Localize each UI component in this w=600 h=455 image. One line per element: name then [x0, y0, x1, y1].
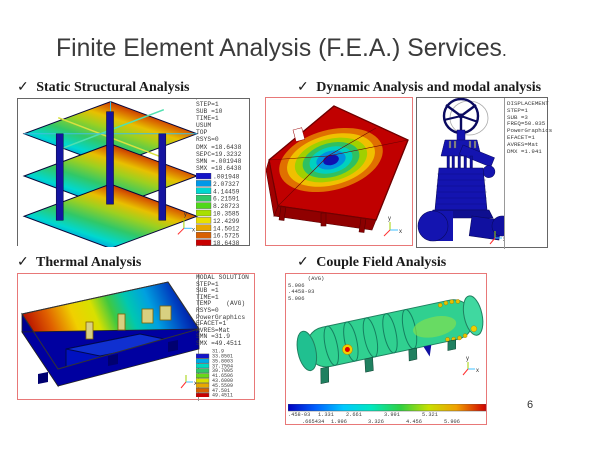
svg-text:y: y	[388, 216, 391, 222]
svg-text:6.21591: 6.21591	[213, 196, 240, 203]
svg-text:.665434: .665434	[302, 419, 324, 424]
svg-text:3.326: 3.326	[368, 419, 384, 424]
svg-text:4.456: 4.456	[406, 419, 422, 424]
svg-text:1.996: 1.996	[331, 419, 347, 424]
svg-text:1.331: 1.331	[318, 412, 334, 418]
svg-text:3.991: 3.991	[384, 412, 400, 418]
svg-text:x: x	[399, 229, 402, 235]
svg-text:4.14459: 4.14459	[213, 188, 240, 195]
svg-text:x: x	[476, 368, 479, 374]
svg-text:x: x	[503, 237, 504, 243]
svg-text:10.3585: 10.3585	[213, 211, 240, 218]
svg-text:18.6438: 18.6438	[213, 240, 240, 247]
svg-text:16.5725: 16.5725	[213, 233, 240, 240]
svg-text:8.28723: 8.28723	[213, 203, 240, 210]
svg-text:49.4511: 49.4511	[212, 393, 233, 397]
svg-text:2.07327: 2.07327	[213, 181, 240, 188]
svg-text:2.661: 2.661	[346, 412, 362, 418]
svg-text:.458-03: .458-03	[288, 412, 310, 418]
svg-text:y: y	[184, 212, 187, 218]
svg-text:.001948: .001948	[213, 174, 240, 181]
svg-text:x: x	[192, 227, 195, 233]
svg-text:5.321: 5.321	[422, 412, 438, 418]
svg-text:y: y	[466, 356, 469, 362]
svg-text:12.4299: 12.4299	[213, 218, 240, 225]
svg-text:5.906: 5.906	[444, 419, 460, 424]
svg-text:14.5012: 14.5012	[213, 225, 240, 232]
